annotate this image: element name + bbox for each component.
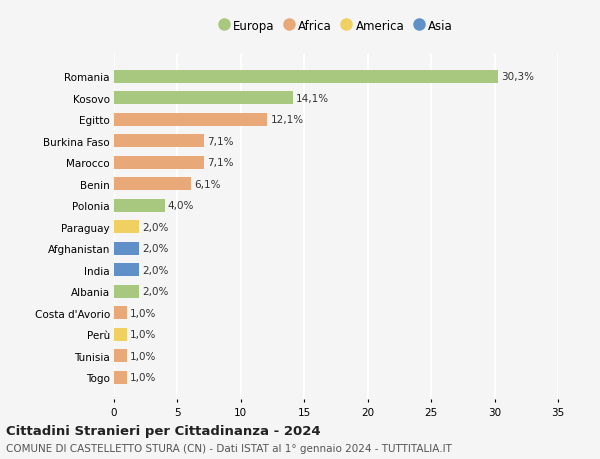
Bar <box>114 71 499 84</box>
Bar <box>114 135 204 148</box>
Text: Cittadini Stranieri per Cittadinanza - 2024: Cittadini Stranieri per Cittadinanza - 2… <box>6 424 320 437</box>
Bar <box>114 199 165 212</box>
Bar <box>114 242 139 255</box>
Bar <box>114 221 139 234</box>
Bar <box>114 263 139 276</box>
Bar <box>114 307 127 319</box>
Bar <box>114 371 127 384</box>
Text: 6,1%: 6,1% <box>194 179 221 189</box>
Legend: Europa, Africa, America, Asia: Europa, Africa, America, Asia <box>219 20 453 33</box>
Text: 1,0%: 1,0% <box>130 351 156 361</box>
Bar <box>114 285 139 298</box>
Text: COMUNE DI CASTELLETTO STURA (CN) - Dati ISTAT al 1° gennaio 2024 - TUTTITALIA.IT: COMUNE DI CASTELLETTO STURA (CN) - Dati … <box>6 443 452 453</box>
Bar <box>114 157 204 169</box>
Text: 2,0%: 2,0% <box>143 222 169 232</box>
Text: 2,0%: 2,0% <box>143 244 169 254</box>
Bar <box>114 92 293 105</box>
Text: 4,0%: 4,0% <box>168 201 194 211</box>
Text: 2,0%: 2,0% <box>143 265 169 275</box>
Text: 14,1%: 14,1% <box>296 94 329 104</box>
Text: 7,1%: 7,1% <box>207 136 234 146</box>
Text: 7,1%: 7,1% <box>207 158 234 168</box>
Text: 1,0%: 1,0% <box>130 308 156 318</box>
Text: 12,1%: 12,1% <box>271 115 304 125</box>
Bar <box>114 113 268 127</box>
Text: 30,3%: 30,3% <box>502 72 535 82</box>
Bar <box>114 178 191 191</box>
Text: 1,0%: 1,0% <box>130 372 156 382</box>
Bar <box>114 328 127 341</box>
Text: 1,0%: 1,0% <box>130 330 156 339</box>
Text: 2,0%: 2,0% <box>143 286 169 297</box>
Bar <box>114 349 127 362</box>
